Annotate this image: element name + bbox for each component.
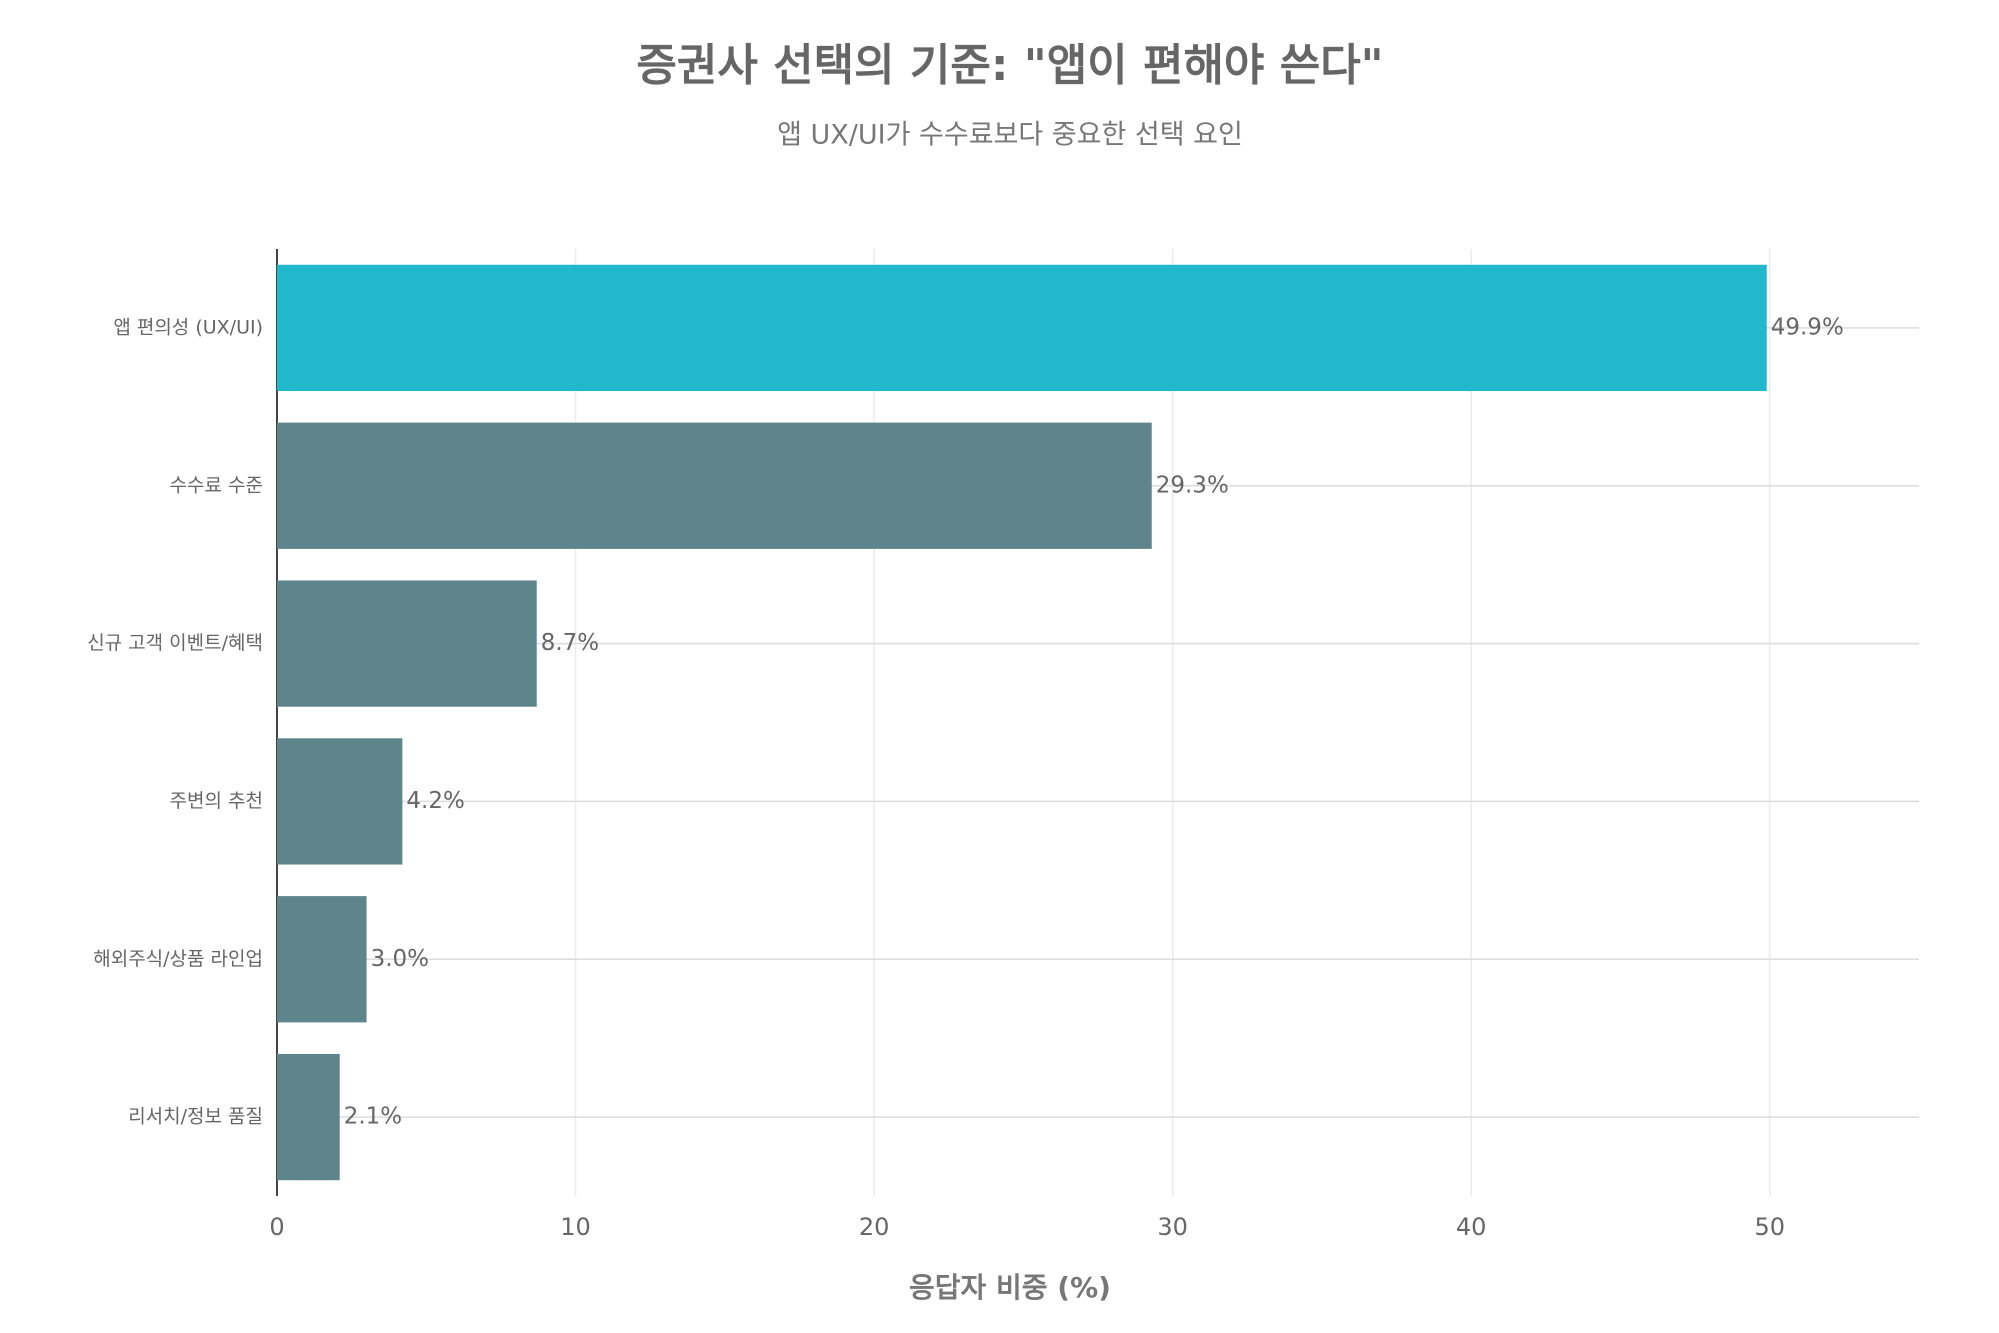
bar <box>277 264 1767 392</box>
data-label: 8.7% <box>541 630 599 656</box>
x-tick-label: 10 <box>560 1213 591 1241</box>
bar <box>277 896 367 1023</box>
bar <box>277 422 1152 549</box>
y-tick-label: 해외주식/상품 라인업 <box>93 948 263 970</box>
y-tick-label: 수수료 수준 <box>170 474 263 496</box>
x-tick-label: 20 <box>859 1213 890 1241</box>
bar <box>277 580 537 707</box>
data-label: 2.1% <box>344 1104 402 1130</box>
x-axis-label: 응답자 비중 (%) <box>909 1271 1111 1304</box>
chart-title: 증권사 선택의 기준: "앱이 편해야 쓴다" <box>636 40 1383 91</box>
x-tick-label: 40 <box>1456 1213 1487 1241</box>
data-label: 29.3% <box>1156 472 1229 498</box>
data-label: 49.9% <box>1771 314 1844 340</box>
y-tick-label: 리서치/정보 품질 <box>128 1106 263 1128</box>
y-tick-label: 신규 고객 이벤트/혜택 <box>87 632 263 654</box>
bar <box>277 738 403 865</box>
x-tick-label: 30 <box>1157 1213 1188 1241</box>
x-tick-label: 50 <box>1754 1213 1785 1241</box>
chart-subtitle: 앱 UX/UI가 수수료보다 중요한 선택 요인 <box>777 120 1243 151</box>
x-tick-label: 0 <box>269 1213 284 1241</box>
data-label: 4.2% <box>406 788 464 814</box>
data-label: 3.0% <box>371 946 429 972</box>
y-tick-label: 앱 편의성 (UX/UI) <box>113 316 263 338</box>
bar <box>277 1053 340 1181</box>
y-tick-label: 주변의 추천 <box>170 790 263 812</box>
